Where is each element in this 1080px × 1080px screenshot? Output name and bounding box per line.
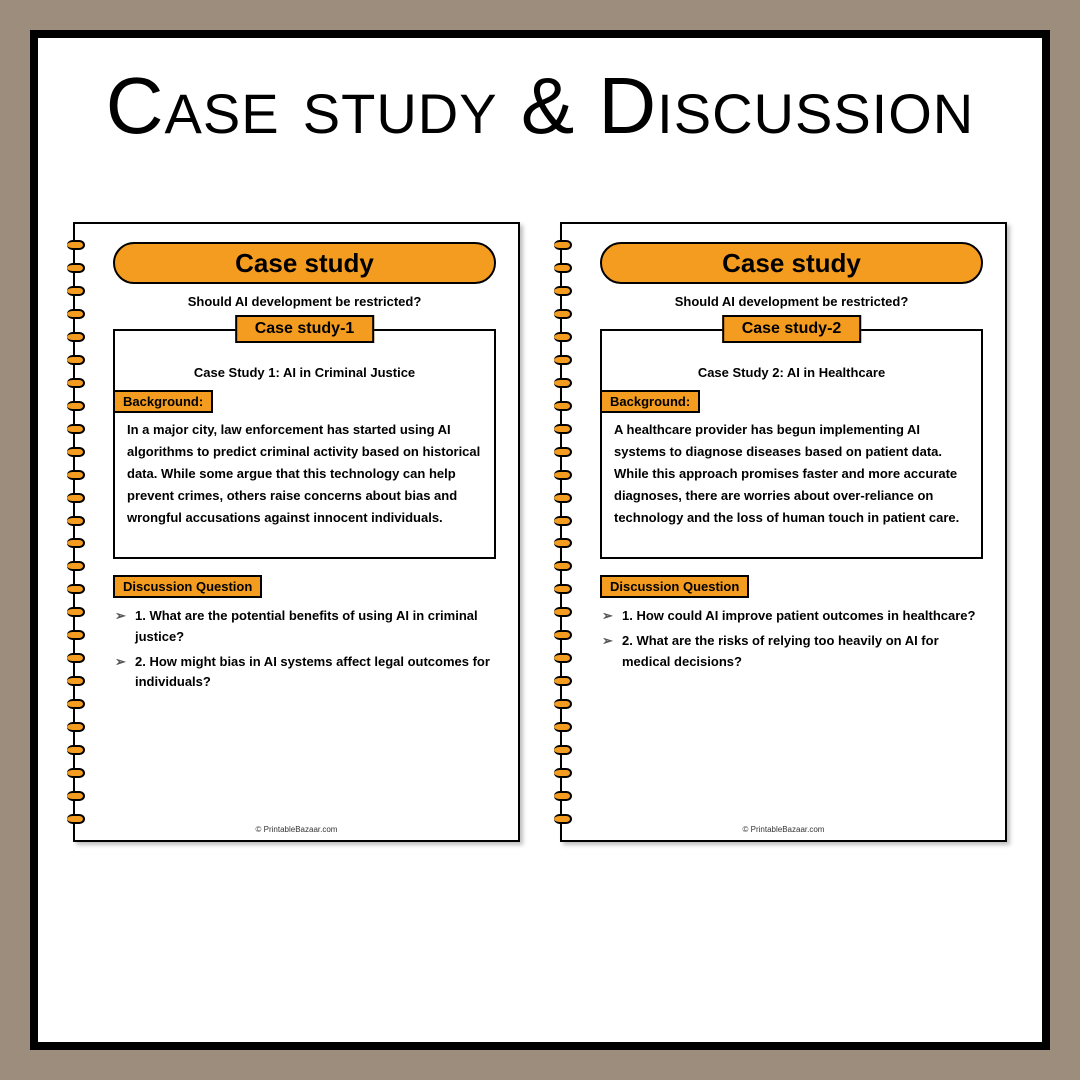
case-box: Case study-2 Case Study 2: AI in Healthc… xyxy=(600,329,983,559)
case-heading: Case Study 2: AI in Healthcare xyxy=(614,365,969,380)
spiral-binding xyxy=(558,234,578,830)
spiral-ring xyxy=(554,538,572,548)
spiral-ring xyxy=(67,653,85,663)
spiral-ring xyxy=(554,263,572,273)
outer-frame: Case study & Discussion xyxy=(30,30,1050,1050)
spiral-ring xyxy=(554,378,572,388)
spiral-ring xyxy=(67,791,85,801)
spiral-ring xyxy=(67,470,85,480)
question-item: 2. How might bias in AI systems affect l… xyxy=(117,652,496,694)
spiral-ring xyxy=(554,607,572,617)
spiral-ring xyxy=(554,516,572,526)
spiral-ring xyxy=(554,240,572,250)
spiral-ring xyxy=(67,538,85,548)
spiral-ring xyxy=(554,745,572,755)
page-subtitle: Should AI development be restricted? xyxy=(113,294,496,309)
case-box: Case study-1 Case Study 1: AI in Crimina… xyxy=(113,329,496,559)
page-subtitle: Should AI development be restricted? xyxy=(600,294,983,309)
question-list: 1. How could AI improve patient outcomes… xyxy=(600,606,983,672)
spiral-ring xyxy=(554,630,572,640)
spiral-ring xyxy=(554,424,572,434)
spiral-ring xyxy=(67,607,85,617)
spiral-ring xyxy=(67,378,85,388)
spiral-ring xyxy=(554,401,572,411)
background-label: Background: xyxy=(113,390,213,413)
spiral-ring xyxy=(67,493,85,503)
spiral-ring xyxy=(67,401,85,411)
question-item: 2. What are the risks of relying too hea… xyxy=(604,631,983,673)
spiral-ring xyxy=(554,722,572,732)
spiral-ring xyxy=(67,355,85,365)
spiral-ring xyxy=(554,286,572,296)
spiral-ring xyxy=(554,791,572,801)
spiral-ring xyxy=(554,561,572,571)
spiral-ring xyxy=(67,263,85,273)
page-footer: © PrintableBazaar.com xyxy=(562,825,1005,834)
spiral-ring xyxy=(67,699,85,709)
question-item: 1. What are the potential benefits of us… xyxy=(117,606,496,648)
spiral-ring xyxy=(67,676,85,686)
spiral-ring xyxy=(67,286,85,296)
spiral-ring xyxy=(554,493,572,503)
page-footer: © PrintableBazaar.com xyxy=(75,825,518,834)
spiral-ring xyxy=(554,768,572,778)
spiral-ring xyxy=(67,332,85,342)
spiral-ring xyxy=(554,355,572,365)
main-title: Case study & Discussion xyxy=(73,60,1007,152)
spiral-ring xyxy=(67,814,85,824)
spiral-ring xyxy=(67,584,85,594)
spiral-ring xyxy=(67,447,85,457)
spiral-binding xyxy=(71,234,91,830)
discussion-question-label: Discussion Question xyxy=(113,575,262,598)
worksheet-page-1: Case study Should AI development be rest… xyxy=(73,222,520,842)
worksheet-page-2: Case study Should AI development be rest… xyxy=(560,222,1007,842)
spiral-ring xyxy=(67,561,85,571)
header-pill: Case study xyxy=(600,242,983,284)
spiral-ring xyxy=(554,814,572,824)
spiral-ring xyxy=(67,309,85,319)
discussion-question-label: Discussion Question xyxy=(600,575,749,598)
spiral-ring xyxy=(554,447,572,457)
question-list: 1. What are the potential benefits of us… xyxy=(113,606,496,693)
spiral-ring xyxy=(67,240,85,250)
spiral-ring xyxy=(67,516,85,526)
background-text: A healthcare provider has begun implemen… xyxy=(614,419,969,529)
spiral-ring xyxy=(67,630,85,640)
spiral-ring xyxy=(67,424,85,434)
background-label: Background: xyxy=(600,390,700,413)
spiral-ring xyxy=(554,584,572,594)
spiral-ring xyxy=(67,768,85,778)
spiral-ring xyxy=(554,332,572,342)
case-tab: Case study-1 xyxy=(235,315,375,343)
background-text: In a major city, law enforcement has sta… xyxy=(127,419,482,529)
pages-row: Case study Should AI development be rest… xyxy=(73,222,1007,842)
question-item: 1. How could AI improve patient outcomes… xyxy=(604,606,983,627)
spiral-ring xyxy=(554,470,572,480)
spiral-ring xyxy=(554,653,572,663)
case-tab: Case study-2 xyxy=(722,315,862,343)
header-pill: Case study xyxy=(113,242,496,284)
spiral-ring xyxy=(554,676,572,686)
spiral-ring xyxy=(67,722,85,732)
spiral-ring xyxy=(554,699,572,709)
spiral-ring xyxy=(554,309,572,319)
case-heading: Case Study 1: AI in Criminal Justice xyxy=(127,365,482,380)
spiral-ring xyxy=(67,745,85,755)
